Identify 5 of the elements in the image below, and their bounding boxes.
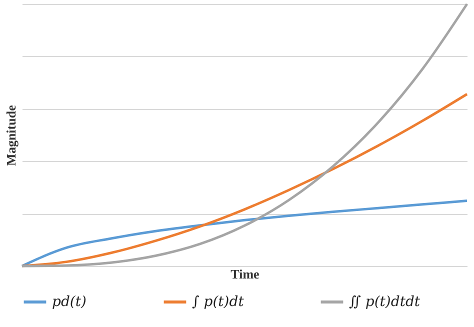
- legend-label: ∬ p(t)dtdt: [349, 294, 420, 310]
- legend-label: pd(t): [52, 294, 86, 310]
- y-axis-title: Magnitude: [4, 104, 18, 166]
- x-axis-title: Time: [230, 266, 260, 282]
- legend-label: ∫ p(t)dt: [192, 294, 244, 310]
